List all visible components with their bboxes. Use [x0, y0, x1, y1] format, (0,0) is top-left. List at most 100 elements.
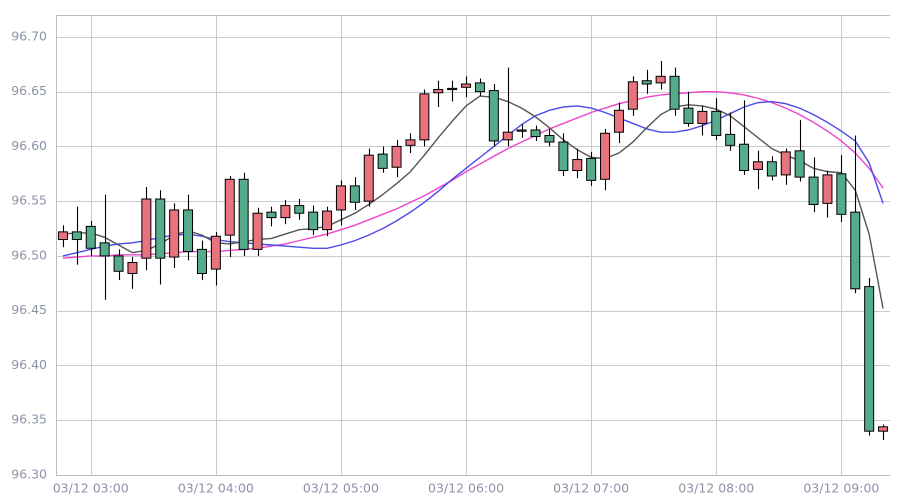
candle-body-down: [850, 211, 861, 290]
candle: [627, 76, 638, 116]
candle-body-up: [502, 131, 513, 141]
y-axis-tick-label: 96.55: [11, 193, 47, 208]
candle: [502, 67, 513, 147]
candle: [391, 139, 402, 178]
candle-body-down: [308, 211, 319, 231]
moving-average-lines: [62, 90, 884, 309]
candle: [447, 80, 458, 102]
y-axis-tick-label: 96.70: [11, 28, 47, 43]
candle-body-down: [155, 198, 166, 259]
candle: [613, 102, 624, 144]
candle-body-up: [127, 262, 138, 274]
candle: [294, 199, 305, 220]
candle: [780, 148, 791, 185]
candle-body-up: [627, 81, 638, 110]
candle-body-down: [113, 255, 124, 272]
x-axis-tick-label: 03/12 09:00: [803, 481, 879, 496]
y-axis-tick-label: 96.60: [11, 138, 47, 153]
candle: [210, 231, 221, 286]
candle: [280, 200, 291, 225]
candle: [266, 206, 277, 227]
candle-body-down: [739, 143, 750, 172]
candle: [586, 151, 597, 186]
candle-body-down: [794, 150, 805, 178]
ma-line-ma-mid: [62, 100, 884, 257]
candle-body-up: [210, 235, 221, 270]
candle: [836, 155, 847, 222]
candle: [850, 135, 861, 294]
candle: [864, 277, 875, 436]
candle-body-up: [252, 212, 263, 250]
candle: [794, 120, 805, 182]
candle-body-down: [349, 185, 360, 203]
candle-body-up: [878, 426, 889, 432]
candle-body-up: [697, 110, 708, 124]
candle: [85, 220, 96, 256]
candle-body-down: [474, 82, 485, 93]
ma-line-ma-short: [62, 95, 884, 309]
candle: [433, 80, 444, 107]
candle-body-up: [322, 210, 333, 231]
candle-body-down: [85, 225, 96, 249]
candle-body-up: [655, 75, 666, 84]
candle-body-up: [335, 185, 346, 211]
candle-body-down: [196, 248, 207, 274]
y-axis-tick-label: 96.40: [11, 357, 47, 372]
candle-body-down: [71, 231, 82, 241]
candle-body-down: [711, 110, 722, 136]
candle-body-down: [808, 176, 819, 205]
candle-body-down: [238, 178, 249, 250]
candle-body-down: [683, 107, 694, 124]
candle: [530, 125, 541, 141]
candle-body-down: [766, 161, 777, 177]
x-axis-tick-label: 03/12 06:00: [428, 481, 504, 496]
candle: [641, 69, 652, 94]
candle: [488, 84, 499, 147]
candle-body-up: [752, 161, 763, 170]
candle: [474, 78, 485, 97]
candle-body-up: [433, 88, 444, 94]
candle-body-up: [280, 205, 291, 219]
y-axis-tick-label: 96.50: [11, 247, 47, 262]
candle: [113, 249, 124, 281]
candle-body-up: [780, 151, 791, 176]
candle-body-up: [169, 209, 180, 258]
candle-body-up: [141, 198, 152, 259]
x-axis-tick-label: 03/12 08:00: [678, 481, 754, 496]
x-axis-tick-label: 03/12 05:00: [303, 481, 379, 496]
candle-body-down: [558, 141, 569, 172]
candle-body-up: [822, 174, 833, 204]
candle-body-up: [224, 178, 235, 236]
candle-series: [57, 61, 889, 440]
gridlines: [56, 15, 890, 476]
candle: [683, 91, 694, 127]
candle: [405, 133, 416, 153]
candle: [238, 172, 249, 256]
candle: [572, 148, 583, 179]
candle: [155, 190, 166, 285]
candle-body-up: [447, 87, 458, 91]
candle: [600, 128, 611, 191]
candle: [419, 89, 430, 147]
candle: [461, 76, 472, 98]
candle: [752, 150, 763, 190]
candle-body-down: [488, 90, 499, 142]
x-axis-tick-label: 03/12 04:00: [178, 481, 254, 496]
candle-body-up: [391, 145, 402, 168]
candle-body-up: [57, 231, 68, 241]
candle-body-down: [99, 242, 110, 257]
candle-body-down: [864, 286, 875, 432]
candle-body-down: [586, 157, 597, 181]
x-axis-tick-label: 03/12 07:00: [553, 481, 629, 496]
candle: [697, 105, 708, 136]
candle: [808, 157, 819, 213]
candle-body-down: [294, 205, 305, 214]
candle-body-up: [613, 109, 624, 133]
candle: [544, 128, 555, 147]
candle-body-up: [405, 139, 416, 146]
candle-body-up: [461, 83, 472, 88]
candle-body-up: [572, 159, 583, 172]
candle: [57, 225, 68, 248]
candle: [516, 124, 527, 138]
